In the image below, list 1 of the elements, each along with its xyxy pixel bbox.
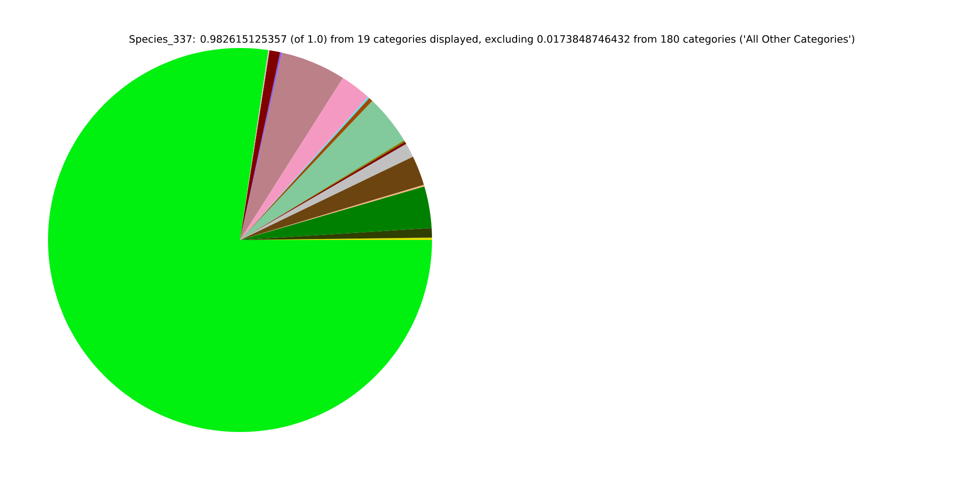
text: Species_337: 0.982615125357 (of 1.0) from 19 categories displayed, excluding 0.0173848746432 from 180 categories ('All Other Categories') (130, 34, 854, 46)
